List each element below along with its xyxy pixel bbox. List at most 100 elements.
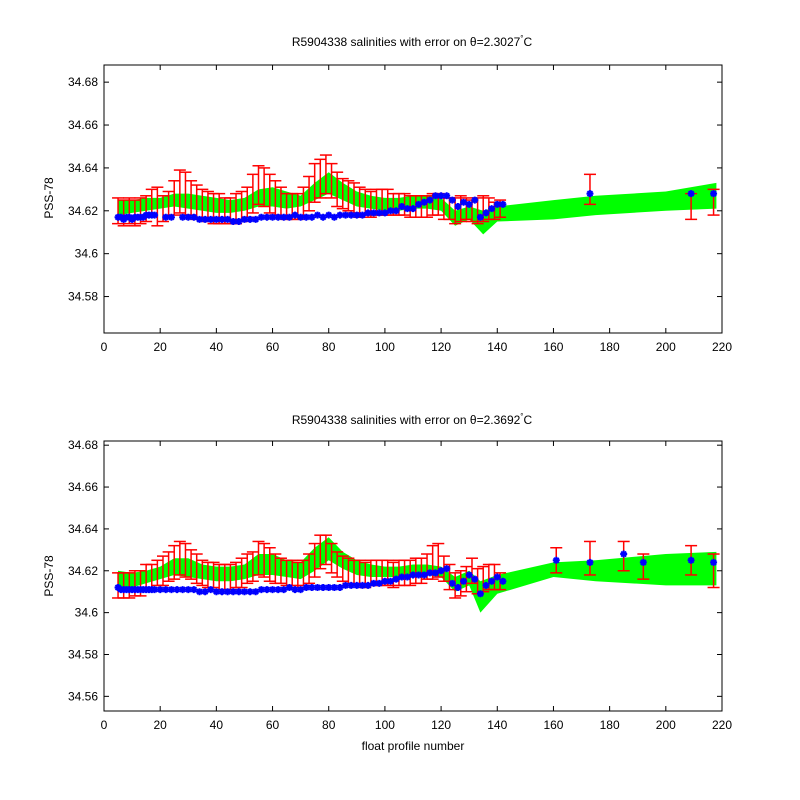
bottom-salinity-point <box>454 584 462 592</box>
bottom-x-tick-label: 0 <box>101 718 108 732</box>
top-salinity-point <box>252 215 260 223</box>
top-salinity-point <box>280 213 288 221</box>
top-salinity-point <box>257 213 265 221</box>
top-salinity-point <box>297 213 305 221</box>
top-salinity-point <box>448 196 456 204</box>
bottom-salinity-point <box>156 586 164 594</box>
bottom-salinity-point <box>252 588 260 596</box>
bottom-salinity-point <box>353 581 361 589</box>
top-salinity-point <box>415 200 423 208</box>
bottom-x-tick-label: 40 <box>210 718 224 732</box>
bottom-y-tick-label: 34.62 <box>68 564 98 578</box>
top-x-tick-label: 120 <box>431 340 451 354</box>
top-x-tick-label: 200 <box>656 340 676 354</box>
top-plot-title: R5904338 salinities with error on θ=2.30… <box>292 34 533 49</box>
top-salinity-point <box>162 213 170 221</box>
top-salinity-point <box>336 211 344 219</box>
bottom-salinity-point <box>330 584 338 592</box>
bottom-salinity-point <box>224 588 232 596</box>
top-salinity-point <box>167 213 175 221</box>
bottom-salinity-point <box>313 584 321 592</box>
top-x-tick-label: 140 <box>487 340 507 354</box>
bottom-y-tick-label: 34.64 <box>68 522 98 536</box>
bottom-salinity-point <box>162 586 170 594</box>
bottom-y-tick-label: 34.58 <box>68 647 98 661</box>
top-salinity-point <box>325 211 333 219</box>
bottom-salinity-point <box>173 586 181 594</box>
bottom-salinity-point <box>552 556 560 564</box>
top-y-tick-label: 34.6 <box>75 247 99 261</box>
bottom-axes-frame <box>103 440 723 712</box>
bottom-salinity-point <box>586 558 594 566</box>
bottom-salinity-point <box>274 586 282 594</box>
top-salinity-point <box>263 213 271 221</box>
top-x-tick-label: 20 <box>154 340 168 354</box>
top-x-tick-label: 220 <box>712 340 732 354</box>
top-salinity-point <box>381 209 389 217</box>
top-salinity-point <box>392 207 400 215</box>
bottom-salinity-point <box>620 550 628 558</box>
bottom-salinity-point <box>465 571 473 579</box>
bottom-x-tick-label: 200 <box>656 718 676 732</box>
bottom-x-tick-label: 220 <box>712 718 732 732</box>
bottom-salinity-point <box>280 586 288 594</box>
top-salinity-point <box>319 213 327 221</box>
top-salinity-points <box>114 190 718 226</box>
top-salinity-point <box>212 215 220 223</box>
bottom-x-axis-label: float profile number <box>362 739 465 753</box>
top-salinity-point <box>179 213 187 221</box>
bottom-salinity-point <box>246 588 254 596</box>
top-salinity-point <box>240 215 248 223</box>
top-x-tick-label: 0 <box>101 340 108 354</box>
top-salinity-point <box>274 213 282 221</box>
bottom-salinity-point <box>409 571 417 579</box>
bottom-salinity-point <box>420 571 428 579</box>
bottom-y-axis-label: PSS-78 <box>42 555 56 597</box>
bottom-salinity-point <box>297 586 305 594</box>
bottom-salinity-point <box>639 558 647 566</box>
bottom-salinity-point <box>167 586 175 594</box>
top-salinity-point <box>313 211 321 219</box>
top-salinity-point <box>201 215 209 223</box>
top-x-tick-label: 40 <box>210 340 224 354</box>
top-salinity-point <box>190 213 198 221</box>
bottom-salinity-point <box>201 588 209 596</box>
top-salinity-point <box>229 218 237 226</box>
bottom-x-tick-label: 80 <box>322 718 336 732</box>
top-salinity-point <box>687 190 695 198</box>
bottom-salinity-point <box>437 567 445 575</box>
top-plot-panel: R5904338 salinities with error on θ=2.30… <box>42 34 732 354</box>
top-y-tick-label: 34.62 <box>68 204 98 218</box>
top-salinity-point <box>471 196 479 204</box>
bottom-salinity-point <box>302 584 310 592</box>
bottom-salinity-points <box>114 550 718 598</box>
top-salinity-point <box>493 200 501 208</box>
bottom-salinity-point <box>212 588 220 596</box>
top-salinity-point <box>347 211 355 219</box>
top-salinity-point <box>353 211 361 219</box>
top-axis-ticks: 0 20 40 60 80 100 120 140 160 180 200 220 34.58 34.6 3… <box>68 65 732 354</box>
top-salinity-point <box>207 215 215 223</box>
top-y-tick-label: 34.64 <box>68 161 98 175</box>
bottom-y-tick-label: 34.66 <box>68 480 98 494</box>
bottom-salinity-point <box>392 575 400 583</box>
bottom-salinity-point <box>460 577 468 585</box>
top-salinity-point <box>184 213 192 221</box>
bottom-salinity-point <box>431 569 439 577</box>
top-salinity-point <box>488 205 496 213</box>
bottom-salinity-point <box>482 581 490 589</box>
bottom-x-tick-label: 140 <box>487 718 507 732</box>
bottom-salinity-point <box>235 588 243 596</box>
bottom-salinity-point <box>370 579 378 587</box>
bottom-salinity-point <box>151 586 159 594</box>
bottom-salinity-point <box>179 586 187 594</box>
top-salinity-point <box>342 211 350 219</box>
top-salinity-point <box>398 203 406 211</box>
top-salinity-point <box>482 209 490 217</box>
top-salinity-point <box>218 215 226 223</box>
bottom-y-tick-label: 34.56 <box>68 689 98 703</box>
top-salinity-point <box>291 211 299 219</box>
top-salinity-point <box>330 213 338 221</box>
bottom-x-tick-label: 100 <box>375 718 395 732</box>
